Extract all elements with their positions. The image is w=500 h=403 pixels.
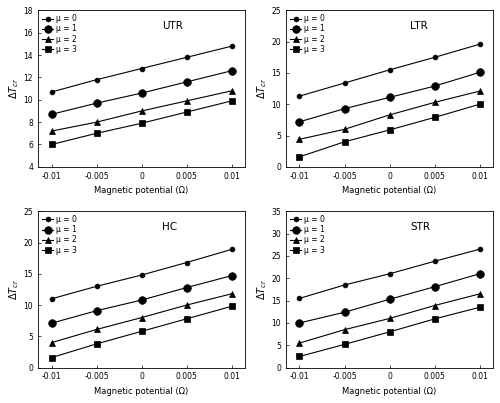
Text: HC: HC	[162, 222, 178, 232]
Y-axis label: $\Delta T_{cr}$: $\Delta T_{cr}$	[7, 78, 20, 100]
Legend: μ = 0, μ = 1, μ = 2, μ = 3: μ = 0, μ = 1, μ = 2, μ = 3	[288, 13, 326, 55]
X-axis label: Magnetic potential (Ω): Magnetic potential (Ω)	[342, 186, 436, 195]
Y-axis label: $\Delta T_{cr}$: $\Delta T_{cr}$	[255, 279, 268, 300]
Legend: μ = 0, μ = 1, μ = 2, μ = 3: μ = 0, μ = 1, μ = 2, μ = 3	[40, 13, 78, 55]
Y-axis label: $\Delta T_{cr}$: $\Delta T_{cr}$	[7, 279, 20, 300]
X-axis label: Magnetic potential (Ω): Magnetic potential (Ω)	[342, 387, 436, 396]
Text: STR: STR	[410, 222, 430, 232]
Y-axis label: $\Delta T_{cr}$: $\Delta T_{cr}$	[255, 78, 268, 100]
Legend: μ = 0, μ = 1, μ = 2, μ = 3: μ = 0, μ = 1, μ = 2, μ = 3	[40, 214, 78, 256]
Legend: μ = 0, μ = 1, μ = 2, μ = 3: μ = 0, μ = 1, μ = 2, μ = 3	[288, 214, 326, 256]
Text: UTR: UTR	[162, 21, 183, 31]
Text: LTR: LTR	[410, 21, 428, 31]
X-axis label: Magnetic potential (Ω): Magnetic potential (Ω)	[94, 186, 188, 195]
X-axis label: Magnetic potential (Ω): Magnetic potential (Ω)	[94, 387, 188, 396]
